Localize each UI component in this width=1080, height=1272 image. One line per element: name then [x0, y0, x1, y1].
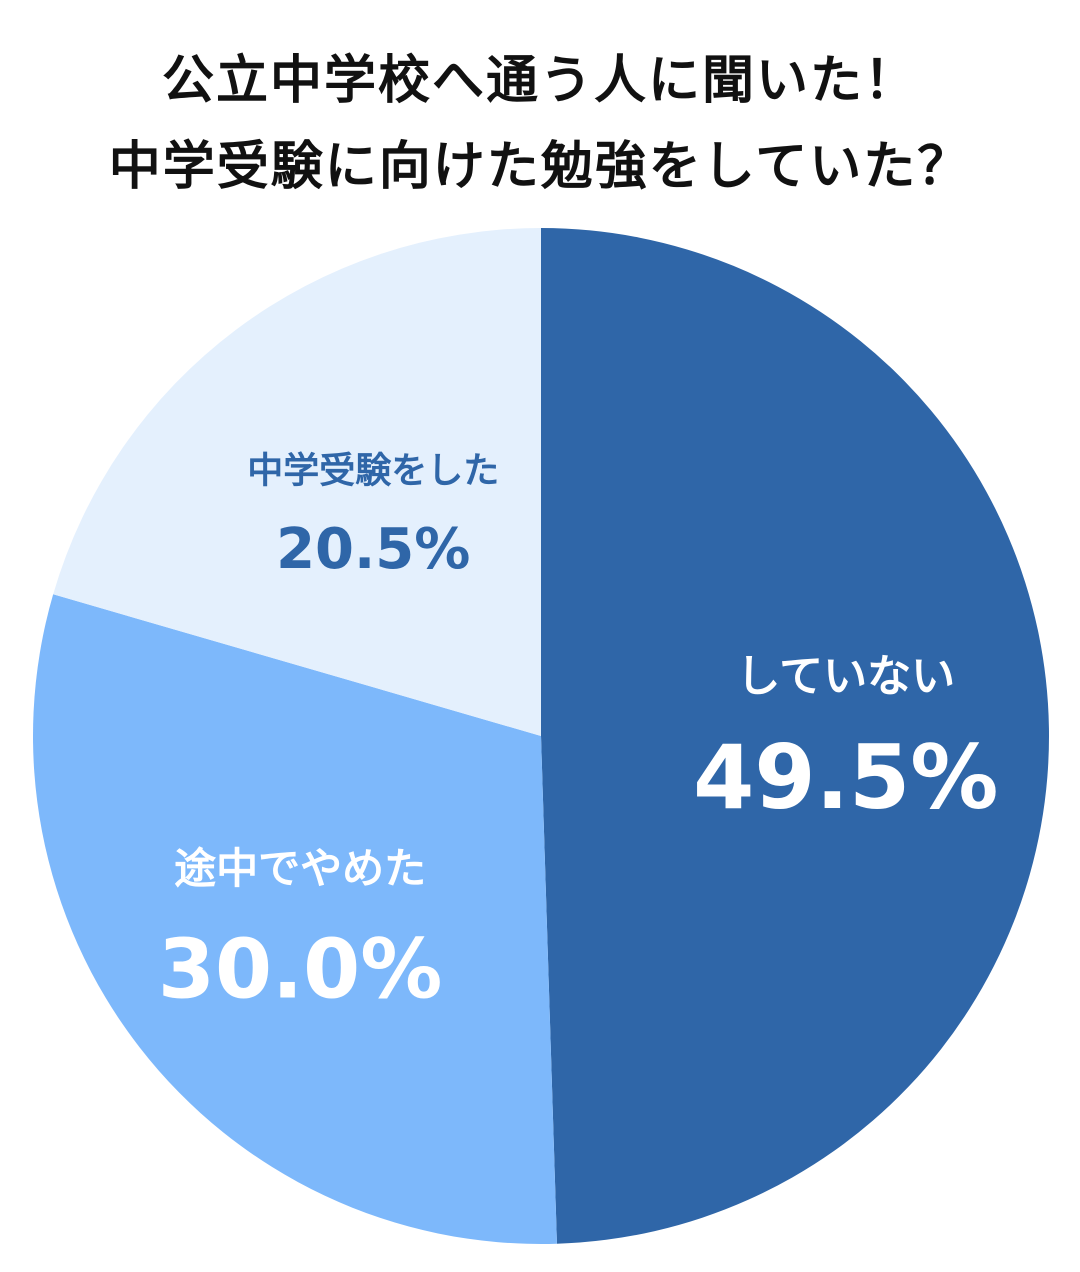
pie-slice-1: [32, 594, 557, 1244]
pie-slice-label-0: していない: [736, 651, 955, 702]
chart-title-line-2: 中学受験に向けた勉強をしていた？: [108, 137, 972, 197]
pie-slice-value-0: 49.5%: [693, 726, 998, 829]
pie-slice-0: [541, 228, 1050, 1244]
pie-slice-2: [53, 228, 541, 736]
pie-slice-value-2: 20.5%: [276, 517, 470, 582]
pie-slice-label-2: 中学受験をした: [247, 450, 499, 492]
pie-slices: [32, 228, 1050, 1244]
pie-slice-label-1: 途中でやめた: [174, 844, 426, 893]
pie-slice-value-1: 30.0%: [158, 923, 442, 1018]
pie-labels: していない 49.5% 途中でやめた 30.0% 中学受験をした 20.5%: [158, 450, 998, 1018]
chart-title-line-1: 公立中学校へ通う人に聞いた！: [161, 51, 918, 111]
